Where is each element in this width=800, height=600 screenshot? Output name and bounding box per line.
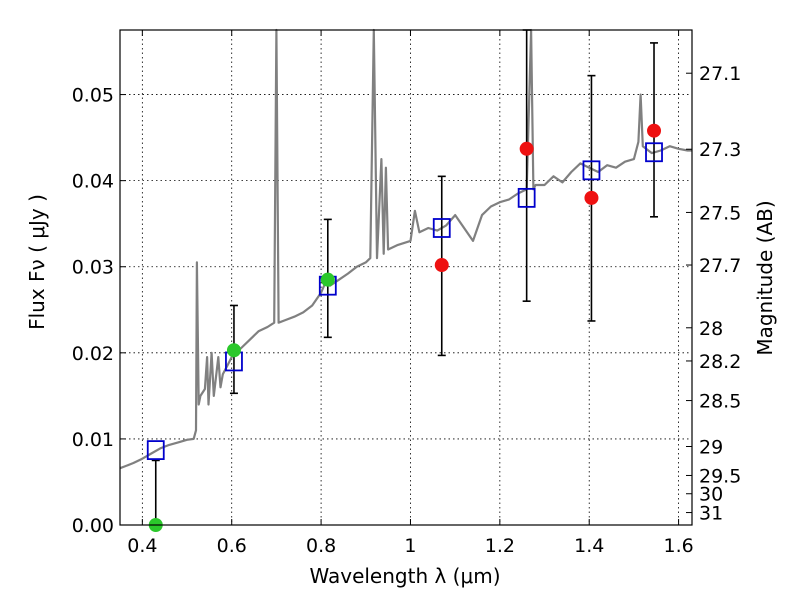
green-point	[226, 343, 241, 358]
y-tick-label: 0.05	[72, 85, 114, 107]
model-square	[432, 218, 451, 238]
model-square	[146, 440, 165, 461]
right-tick-label: 27.5	[699, 202, 741, 224]
x-tick-label: 1	[404, 535, 416, 557]
grid-lines	[120, 30, 692, 526]
x-tick-label: 0.6	[217, 535, 247, 557]
spectrum-line	[119, 28, 692, 470]
x-tick-label: 1.6	[663, 535, 693, 557]
right-tick-label: 30	[699, 484, 723, 506]
x-tick-label: 0.8	[306, 535, 336, 557]
red-point	[647, 123, 662, 138]
right-axis-label: Magnitude (AB)	[753, 200, 777, 355]
x-tick-label: 1.4	[574, 535, 604, 557]
plot-frame	[119, 29, 693, 526]
y-tick-label: 0.04	[72, 171, 114, 193]
model-square	[582, 160, 601, 181]
y-tick-label: 0.02	[72, 343, 114, 365]
y-tick-label: 0.00	[72, 515, 114, 537]
x-tick-label: 1.2	[485, 535, 515, 557]
data-markers	[146, 123, 663, 532]
error-bars	[151, 29, 659, 526]
ticks: 0.4 0.6 0.8 1 1.2 1.4 1.6 0.00 0.01 0.02 0.03 0.04 0…	[72, 30, 741, 557]
y-axis-label: Flux Fν ( μJy )	[25, 194, 49, 330]
x-axis-label: Wavelength λ (μm)	[309, 564, 500, 588]
right-tick-label: 27.3	[699, 139, 741, 161]
spectrum-layer	[119, 28, 692, 470]
red-point	[584, 190, 599, 205]
red-point	[519, 141, 534, 156]
red-point	[434, 258, 449, 273]
x-tick-label: 0.4	[127, 535, 157, 557]
model-square	[645, 142, 663, 163]
right-tick-label: 27.7	[699, 255, 741, 277]
right-tick-label: 27.1	[699, 63, 741, 85]
model-square	[517, 187, 536, 208]
right-tick-label: 28	[699, 318, 723, 340]
right-tick-label: 29	[699, 436, 723, 458]
y-tick-label: 0.03	[72, 257, 114, 279]
y-tick-label: 0.01	[72, 429, 114, 451]
right-tick-label: 29.5	[699, 465, 741, 487]
right-tick-label: 31	[699, 503, 723, 525]
right-tick-label: 28.2	[699, 351, 741, 373]
green-point	[320, 272, 335, 287]
right-tick-label: 28.5	[699, 391, 741, 413]
